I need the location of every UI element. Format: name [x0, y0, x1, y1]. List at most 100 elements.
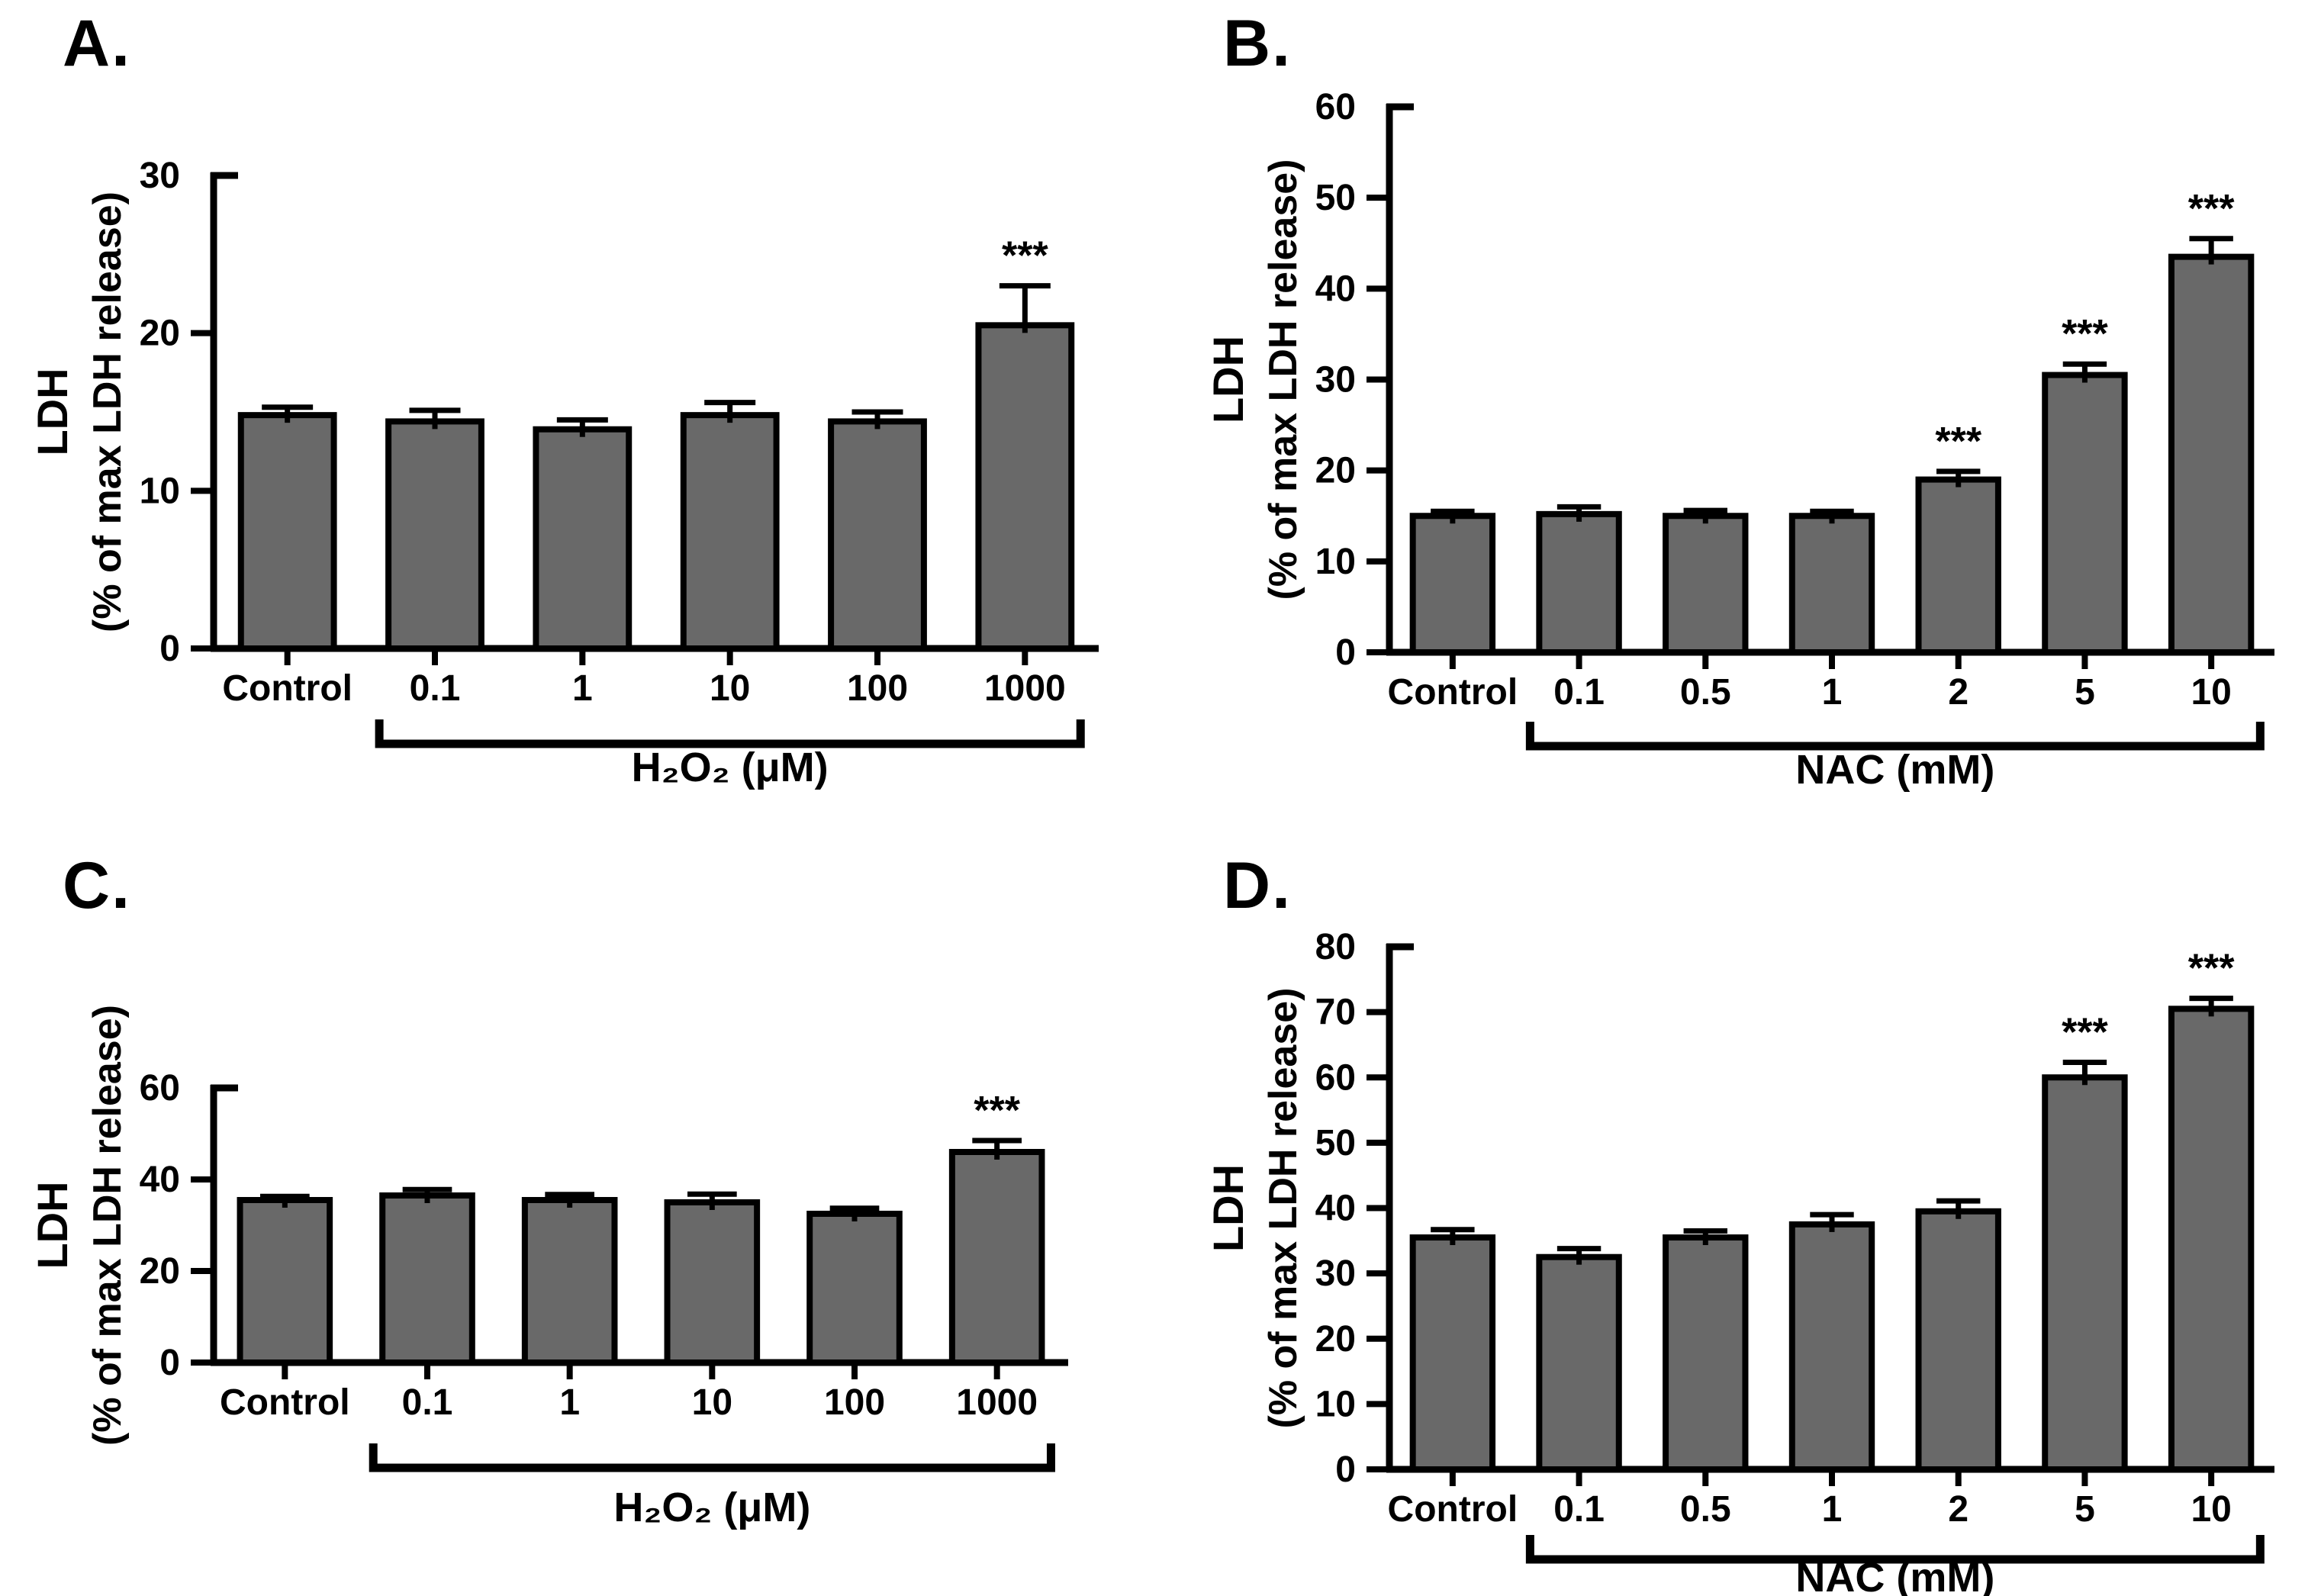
panel-d-chart: 0 10 20 30 40 50 60 70 80 Control 0.1 0.5 1 2 *** 5 *** 1… — [1204, 927, 2274, 1596]
x-axis-title: H₂O₂ (μM) — [613, 1485, 810, 1530]
bar-0.5 — [1663, 513, 1749, 655]
group-bracket — [1525, 1535, 2265, 1564]
y-tick-label: 30 — [140, 156, 180, 196]
bar-10 — [2168, 1006, 2255, 1472]
category-label: Control — [222, 668, 352, 709]
y-axis-title-units: (% of max LDH release) — [85, 191, 130, 632]
panel-a-chart: 0 10 20 30 Control 0.1 1 10 100 *** 1000 H₂O₂ (μM) L… — [28, 156, 1099, 790]
category-label: 10 — [692, 1382, 732, 1423]
group-bracket — [369, 1443, 1055, 1472]
category-label: 10 — [2191, 1489, 2231, 1530]
y-tick-label: 60 — [140, 1068, 180, 1109]
significance-stars: *** — [2188, 187, 2235, 231]
y-tick-label: 0 — [1335, 632, 1356, 673]
bar-10 — [2168, 253, 2255, 655]
panel-d-letter: D. — [1223, 849, 1292, 922]
significance-stars: *** — [2188, 947, 2235, 991]
category-label: 0.1 — [410, 668, 461, 709]
y-tick-label: 0 — [1335, 1450, 1356, 1490]
category-label: Control — [1388, 1489, 1518, 1530]
category-label: 2 — [1948, 672, 1969, 713]
significance-stars: *** — [974, 1089, 1020, 1133]
x-axis-title: NAC (mM) — [1795, 747, 1994, 793]
category-label: 0.5 — [1680, 672, 1731, 713]
panel-b-chart: 0 10 20 30 40 50 60 Control 0.1 0.5 1 *** 2 *** 5 *** 10… — [1204, 87, 2274, 793]
bar-5 — [2042, 1074, 2128, 1472]
y-tick-label: 30 — [1315, 1253, 1356, 1294]
significance-stars: *** — [1002, 234, 1048, 278]
y-tick-label: 20 — [1315, 1319, 1356, 1359]
y-tick-label: 10 — [1315, 1384, 1356, 1424]
bar-0.5 — [1663, 1234, 1749, 1472]
bar-100 — [828, 418, 927, 652]
category-label: 1000 — [956, 1382, 1038, 1423]
panel-a: A. 0 10 20 30 Control 0.1 1 10 100 *** 1000 H₂O₂ (μ… — [0, 0, 1160, 798]
category-label: 1 — [1822, 672, 1843, 713]
y-axis-title-units: (% of max LDH release) — [1261, 988, 1305, 1429]
category-label: 0.5 — [1680, 1489, 1731, 1530]
bar-1 — [1788, 1221, 1875, 1472]
panel-c-chart: 0 20 40 60 Control 0.1 1 10 100 *** 1000 H₂O₂ (μM) L… — [28, 1005, 1068, 1530]
x-axis-title: NAC (mM) — [1795, 1555, 1994, 1596]
bar-0.1 — [379, 1192, 475, 1366]
panel-d: D. 0 10 20 30 40 50 60 70 80 Control 0.1 0.5 1 2 *** 5 *… — [1160, 798, 2321, 1596]
y-tick-label: 60 — [1315, 1057, 1356, 1098]
panel-c-letter: C. — [63, 849, 131, 922]
significance-stars: *** — [2062, 312, 2108, 356]
y-tick-label: 50 — [1315, 1123, 1356, 1163]
bar-Control — [237, 412, 337, 652]
category-label: 0.1 — [1553, 1489, 1605, 1530]
bar-0.1 — [385, 418, 484, 652]
y-tick-label: 10 — [140, 471, 180, 511]
y-axis-title-ldh: LDH — [1204, 336, 1252, 423]
category-label: Control — [1388, 672, 1518, 713]
bar-2 — [1915, 476, 2001, 655]
y-tick-label: 50 — [1315, 178, 1356, 218]
panel-b-letter: B. — [1223, 7, 1292, 80]
bar-1 — [521, 1197, 618, 1366]
y-tick-label: 40 — [140, 1160, 180, 1200]
y-tick-label: 20 — [140, 1251, 180, 1292]
y-tick-label: 30 — [1315, 360, 1356, 401]
y-tick-label: 70 — [1315, 993, 1356, 1033]
bar-1000 — [975, 322, 1075, 652]
bar-Control — [1409, 1234, 1496, 1472]
bar-2 — [1915, 1208, 2001, 1472]
category-label: 10 — [710, 668, 750, 709]
category-label: 5 — [2075, 1489, 2095, 1530]
category-label: 1 — [572, 668, 593, 709]
y-tick-label: 20 — [140, 314, 180, 354]
significance-stars: *** — [2062, 1011, 2108, 1055]
bar-0.1 — [1536, 1253, 1622, 1472]
y-axis-title-units: (% of max LDH release) — [1261, 159, 1305, 600]
category-label: 1 — [559, 1382, 580, 1423]
category-label: 0.1 — [1553, 672, 1605, 713]
y-tick-label: 40 — [1315, 1189, 1356, 1229]
y-tick-label: 20 — [1315, 451, 1356, 491]
y-tick-label: 0 — [159, 629, 180, 669]
bar-10 — [664, 1199, 761, 1366]
bar-1 — [1788, 513, 1875, 655]
category-label: Control — [220, 1382, 350, 1423]
panel-a-letter: A. — [63, 7, 131, 80]
bar-10 — [680, 412, 780, 652]
bar-Control — [237, 1197, 333, 1366]
category-label: 0.1 — [402, 1382, 453, 1423]
category-label: 100 — [847, 668, 908, 709]
y-tick-label: 0 — [159, 1343, 180, 1383]
group-bracket — [375, 719, 1085, 748]
bar-5 — [2042, 372, 2128, 655]
y-tick-label: 80 — [1315, 927, 1356, 967]
y-axis-title-units: (% of max LDH release) — [85, 1005, 130, 1446]
y-axis-title-ldh: LDH — [28, 1181, 76, 1269]
bar-Control — [1409, 513, 1496, 655]
category-label: 100 — [824, 1382, 885, 1423]
bar-1000 — [948, 1149, 1045, 1366]
group-bracket — [1525, 722, 2265, 751]
category-label: 5 — [2075, 672, 2095, 713]
category-label: 1 — [1822, 1489, 1843, 1530]
bar-100 — [806, 1211, 903, 1366]
bar-0.1 — [1536, 510, 1622, 655]
category-label: 2 — [1948, 1489, 1969, 1530]
